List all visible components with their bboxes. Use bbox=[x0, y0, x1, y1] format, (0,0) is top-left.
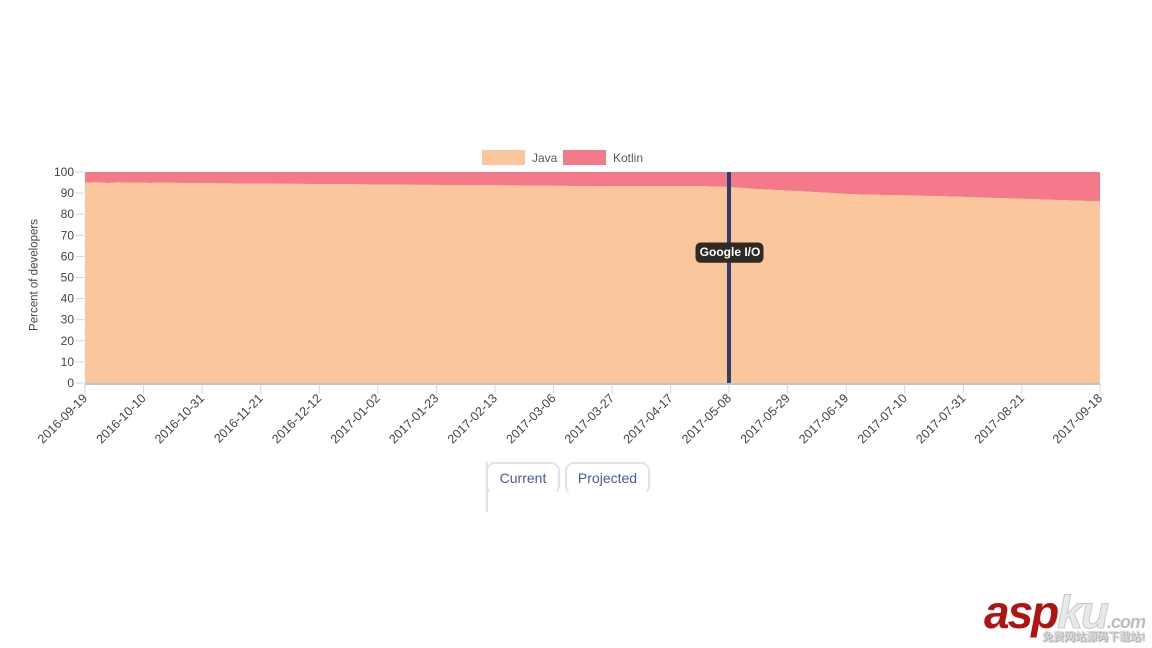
svg-text:2017-02-13: 2017-02-13 bbox=[445, 391, 500, 446]
svg-text:2017-07-10: 2017-07-10 bbox=[855, 391, 910, 446]
svg-text:2017-05-08: 2017-05-08 bbox=[679, 391, 734, 446]
svg-text:2017-05-29: 2017-05-29 bbox=[738, 391, 793, 446]
svg-text:100: 100 bbox=[54, 165, 74, 179]
svg-text:2016-10-31: 2016-10-31 bbox=[152, 391, 207, 446]
svg-text:2017-08-21: 2017-08-21 bbox=[972, 391, 1027, 446]
svg-text:60: 60 bbox=[61, 249, 75, 263]
svg-text:70: 70 bbox=[61, 228, 75, 242]
svg-text:2016-10-10: 2016-10-10 bbox=[94, 391, 149, 446]
svg-text:2017-03-27: 2017-03-27 bbox=[562, 391, 617, 446]
svg-text:2016-11-21: 2016-11-21 bbox=[211, 391, 265, 445]
svg-text:Java: Java bbox=[532, 151, 558, 165]
svg-text:Kotlin: Kotlin bbox=[613, 151, 643, 165]
svg-text:2017-07-31: 2017-07-31 bbox=[913, 391, 968, 446]
svg-text:2017-01-02: 2017-01-02 bbox=[328, 391, 383, 446]
svg-text:2017-03-06: 2017-03-06 bbox=[504, 391, 559, 446]
svg-text:50: 50 bbox=[61, 271, 75, 285]
svg-text:2016-12-12: 2016-12-12 bbox=[269, 391, 324, 446]
svg-text:2017-01-23: 2017-01-23 bbox=[386, 391, 441, 446]
svg-text:2017-09-18: 2017-09-18 bbox=[1050, 391, 1105, 446]
svg-text:80: 80 bbox=[61, 207, 75, 221]
svg-text:2017-04-17: 2017-04-17 bbox=[621, 391, 676, 446]
svg-text:2016-09-19: 2016-09-19 bbox=[35, 391, 90, 446]
svg-text:Percent of developers: Percent of developers bbox=[29, 219, 41, 331]
svg-text:30: 30 bbox=[61, 313, 75, 327]
svg-text:2017-06-19: 2017-06-19 bbox=[796, 391, 851, 446]
svg-text:10: 10 bbox=[61, 355, 75, 369]
svg-text:40: 40 bbox=[61, 292, 75, 306]
svg-text:0: 0 bbox=[67, 376, 74, 390]
svg-text:20: 20 bbox=[61, 334, 75, 348]
svg-text:Google I/O: Google I/O bbox=[700, 245, 761, 259]
svg-text:90: 90 bbox=[61, 186, 75, 200]
